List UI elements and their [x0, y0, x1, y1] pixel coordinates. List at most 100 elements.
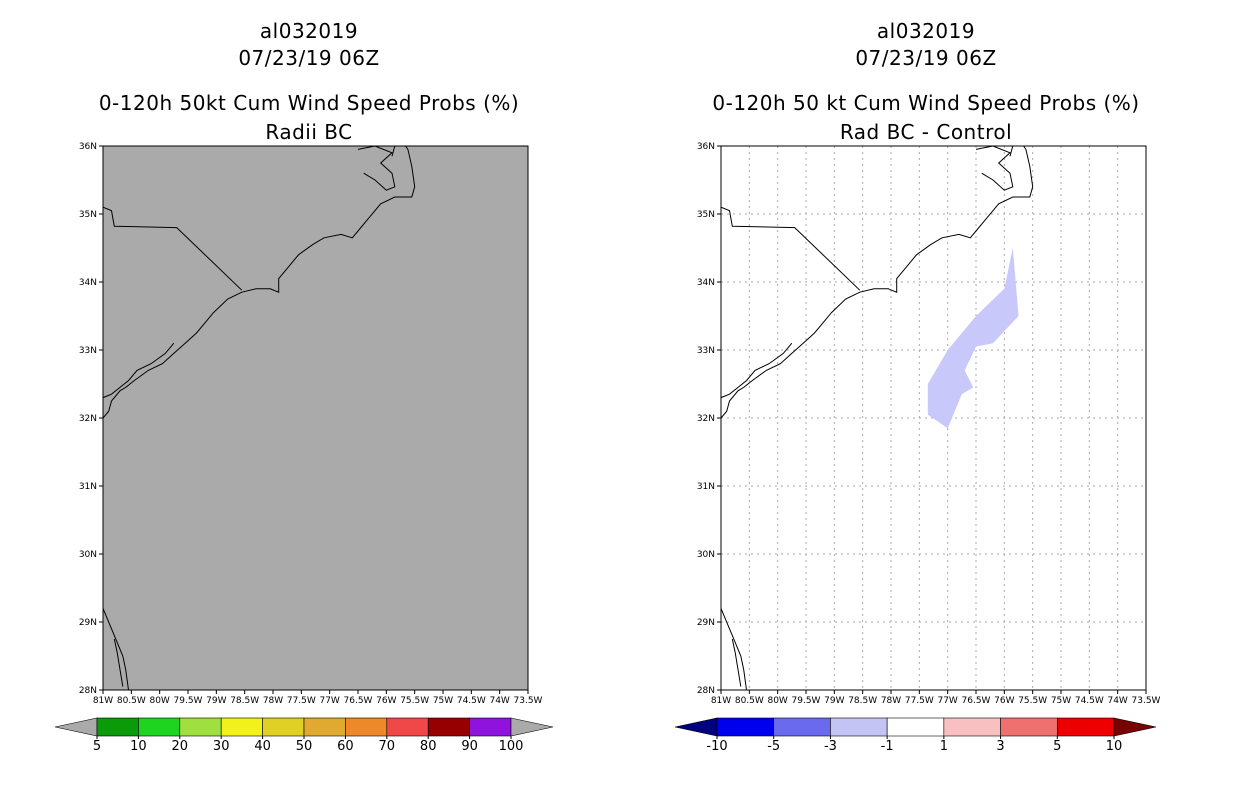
left-colorbar-swatch — [262, 717, 305, 737]
left-chart: 81W 80.5W 80W 79.5W 79W 78.5W 78W 77.5W 77W 76.5W… — [54, 142, 554, 754]
left-x-tick-label: 79.5W — [174, 696, 203, 706]
right-colorbar-swatch — [1056, 717, 1115, 737]
left-colorbar-label: 50 — [296, 739, 313, 754]
left-y-tick-label: 34N — [79, 278, 97, 288]
right-coast-line-5 — [731, 638, 742, 687]
right-x-tick-label: 75.5W — [1018, 696, 1047, 706]
right-x-tick-label: 78.5W — [848, 696, 877, 706]
left-colorbar-swatch — [386, 717, 429, 737]
left-x-tick-label: 76.5W — [344, 696, 373, 706]
left-x-tick-label: 81W — [93, 696, 113, 706]
left-x-tick-label: 80.5W — [117, 696, 146, 706]
right-storm-id: al032019 — [876, 19, 976, 43]
left-x-tick-label: 79W — [206, 696, 226, 706]
right-x-tick-label: 76.5W — [962, 696, 991, 706]
right-colorbar-swatch — [773, 717, 831, 737]
left-colorbar-swatch — [345, 717, 388, 737]
left-x-tick-label: 78W — [263, 696, 283, 706]
left-colorbar-label: 30 — [213, 739, 230, 754]
right-colorbar-low-arrow — [674, 717, 718, 737]
right-colorbar-label: 3 — [996, 739, 1004, 754]
left-x-tick-label: 75W — [433, 696, 453, 706]
right-colorbar-label: 1 — [940, 739, 948, 754]
left-y-tick-label: 31N — [79, 482, 97, 492]
right-x-tick-label: 74W — [1107, 696, 1127, 706]
right-colorbar-label: 5 — [1053, 739, 1061, 754]
left-colorbar-label: 60 — [337, 739, 354, 754]
right-coast-line-1 — [721, 342, 793, 399]
right-chart-title: 0-120h 50 kt Cum Wind Speed Probs (%) — [712, 91, 1140, 115]
left-colorbar-swatch — [220, 717, 263, 737]
left-datetime: 07/23/19 06Z — [238, 46, 380, 70]
right-coastline-map — [721, 146, 1034, 690]
left-y-tick-label: 35N — [79, 210, 97, 220]
left-colorbar-label: 40 — [254, 739, 271, 754]
left-x-tick-label: 76W — [376, 696, 396, 706]
right-x-tick-label: 74.5W — [1075, 696, 1104, 706]
right-colorbar-swatch — [886, 717, 945, 737]
right-coast-line-4 — [721, 608, 747, 690]
left-x-tick-label: 75.5W — [400, 696, 429, 706]
left-x-tick-label: 77W — [319, 696, 339, 706]
left-y-tick-label: 36N — [79, 142, 97, 152]
right-colorbar-swatch — [1000, 717, 1058, 737]
left-coast-line-0 — [103, 146, 416, 419]
right-colorbar-swatch — [830, 717, 888, 737]
right-colorbar-swatch — [716, 717, 775, 737]
left-colorbar-swatch — [96, 717, 139, 737]
left-y-tick-label: 33N — [79, 346, 97, 356]
left-x-tick-label: 73.5W — [514, 696, 543, 706]
left-colorbar-swatch — [138, 717, 181, 737]
left-colorbar-swatch — [303, 717, 346, 737]
left-colorbar-swatch — [179, 717, 222, 737]
right-x-tick-label: 76W — [994, 696, 1014, 706]
left-colorbar-swatch — [427, 717, 470, 737]
right-colorbar-label: -10 — [706, 739, 727, 754]
right-chart-subtitle: Rad BC - Control — [839, 120, 1013, 144]
left-y-tick-label: 28N — [79, 686, 97, 696]
left-chart-subtitle: Radii BC — [265, 120, 353, 144]
right-colorbar-high-arrow — [1113, 717, 1157, 737]
left-colorbar-label: 100 — [499, 739, 524, 754]
right-colorbar-label: -5 — [767, 739, 780, 754]
left-colorbar-label: 20 — [172, 739, 189, 754]
right-x-tick-label: 77.5W — [905, 696, 934, 706]
left-y-tick-label: 30N — [79, 550, 97, 560]
left-coast-line-3 — [103, 206, 243, 291]
right-coast-line-2 — [975, 146, 1014, 191]
right-x-tick-label: 78W — [881, 696, 901, 706]
left-colorbar-swatch — [469, 717, 512, 737]
left-coastline-map — [103, 146, 416, 690]
right-x-tick-label: 80.5W — [735, 696, 764, 706]
right-colorbar-swatch — [943, 717, 1001, 737]
left-plot-background — [103, 146, 528, 690]
right-y-tick-label: 28N — [697, 686, 715, 696]
left-coast-line-4 — [103, 608, 129, 690]
left-coast-line-5 — [113, 638, 124, 687]
right-x-tick-label: 79.5W — [792, 696, 821, 706]
right-y-tick-label: 29N — [697, 618, 715, 628]
left-chart-title: 0-120h 50kt Cum Wind Speed Probs (%) — [98, 91, 520, 115]
left-storm-id: al032019 — [259, 19, 359, 43]
left-colorbar-label: 70 — [379, 739, 396, 754]
left-coast-line-2 — [357, 146, 396, 191]
right-coast-line-3 — [721, 206, 861, 291]
left-x-tick-label: 74W — [489, 696, 509, 706]
right-y-tick-label: 33N — [697, 346, 715, 356]
right-probability-region-0 — [927, 248, 1019, 429]
right-colorbar-label: 10 — [1106, 739, 1123, 754]
right-x-tick-label: 81W — [711, 696, 731, 706]
left-colorbar-label: 10 — [130, 739, 147, 754]
right-colorbar-label: -1 — [881, 739, 894, 754]
right-y-tick-label: 32N — [697, 414, 715, 424]
left-x-tick-label: 80W — [149, 696, 169, 706]
left-colorbar-label: 5 — [93, 739, 101, 754]
left-x-tick-label: 74.5W — [457, 696, 486, 706]
left-y-tick-label: 29N — [79, 618, 97, 628]
left-colorbar-low-arrow — [54, 717, 98, 737]
right-colorbar-label: -3 — [824, 739, 837, 754]
right-y-tick-label: 30N — [697, 550, 715, 560]
left-colorbar-label: 80 — [420, 739, 437, 754]
left-colorbar-high-arrow — [510, 717, 554, 737]
